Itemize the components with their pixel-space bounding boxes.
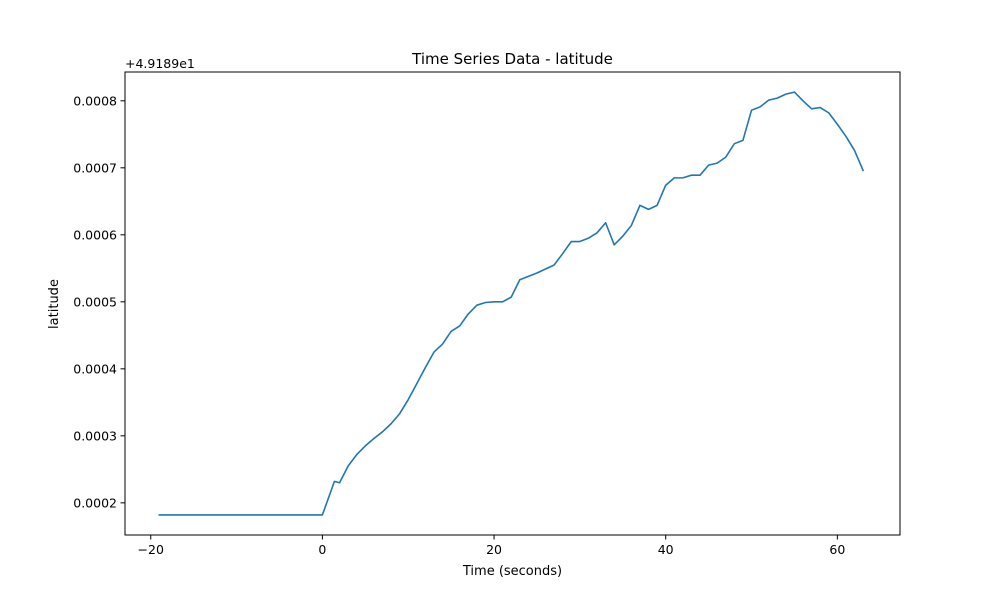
y-tick-label: 0.0005 bbox=[73, 294, 117, 309]
y-tick-label: 0.0007 bbox=[73, 160, 117, 175]
x-tick-label: 60 bbox=[829, 542, 845, 557]
x-tick-label: 20 bbox=[486, 542, 502, 557]
x-axis: −20 0 20 40 60 bbox=[138, 535, 845, 557]
y-tick-label: 0.0002 bbox=[73, 495, 117, 510]
y-axis: 0.0002 0.0003 0.0004 0.0005 0.0006 0.0007 0.00… bbox=[73, 93, 125, 510]
x-tick-label: 0 bbox=[318, 542, 326, 557]
y-tick-label: 0.0008 bbox=[73, 93, 117, 108]
plot-frame bbox=[124, 71, 901, 536]
series-line-1 bbox=[158, 91, 865, 516]
y-axis-offset-label: +4.9189e1 bbox=[125, 56, 195, 71]
x-axis-title: Time (seconds) bbox=[462, 564, 562, 579]
y-tick-label: 0.0004 bbox=[73, 361, 117, 376]
y-axis-title: latitude bbox=[47, 279, 62, 329]
plot-area bbox=[124, 71, 901, 536]
x-tick-label: 40 bbox=[658, 542, 674, 557]
x-tick-label: −20 bbox=[138, 542, 164, 557]
y-tick-label: 0.0006 bbox=[73, 227, 117, 242]
chart-title: Time Series Data - latitude bbox=[411, 50, 613, 68]
y-tick-label: 0.0003 bbox=[73, 428, 117, 443]
